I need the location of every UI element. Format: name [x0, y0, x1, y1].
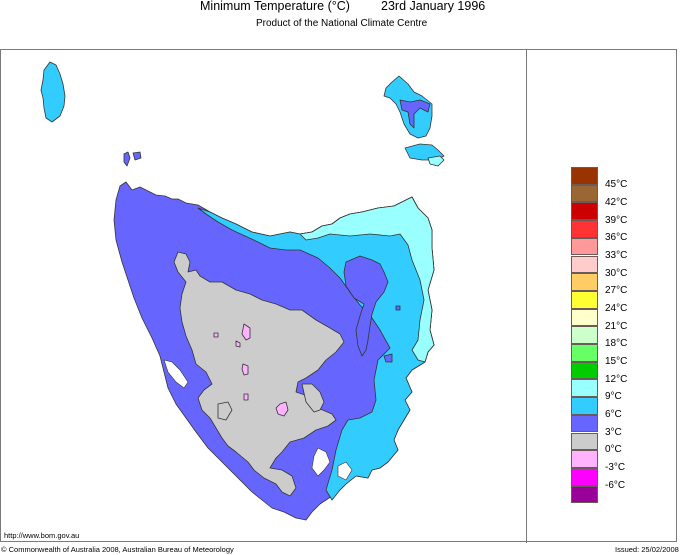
- legend-label: 9°C: [605, 391, 622, 402]
- legend-label: 24°C: [605, 303, 628, 314]
- legend-label: 39°C: [605, 214, 628, 226]
- legend-label: 45°C: [605, 179, 628, 190]
- legend-swatch: [571, 379, 598, 398]
- legend-label: 6°C: [605, 409, 622, 420]
- legend-label: 30°C: [605, 267, 628, 279]
- legend-swatch: [571, 467, 598, 486]
- legend-label: 36°C: [605, 232, 628, 243]
- legend-swatch: [571, 450, 598, 468]
- legend-swatch: [571, 485, 598, 504]
- legend-label: 27°C: [605, 285, 628, 296]
- legend-swatch: [571, 326, 598, 344]
- legend-label: 33°C: [605, 250, 628, 261]
- title-variable: Minimum Temperature (°C): [200, 0, 350, 13]
- legend-label: 42°C: [605, 197, 628, 208]
- legend-swatch: [571, 432, 598, 451]
- zone-9-12: [299, 196, 435, 363]
- legend-swatch: [571, 290, 598, 309]
- subtitle: Product of the National Climate Centre: [256, 18, 428, 29]
- legend-divider: [526, 49, 527, 543]
- flinders-cold-zone: [399, 99, 431, 129]
- legend-swatch: [571, 255, 598, 274]
- legend-label: 15°C: [605, 356, 628, 367]
- legend-swatch: [571, 273, 598, 291]
- legend-swatch: [571, 184, 598, 203]
- cape-barren-island: [404, 143, 445, 161]
- ne-cold-zone: [343, 255, 389, 357]
- legend-swatch: [571, 308, 598, 327]
- legend-swatch: [571, 237, 598, 256]
- legend-label: 3°C: [605, 426, 622, 438]
- legend-swatch: [571, 361, 598, 380]
- legend-label: -6°C: [605, 479, 626, 491]
- legend-label: 12°C: [605, 373, 628, 385]
- legend-label: 0°C: [605, 444, 622, 455]
- zone-below-0: [241, 323, 251, 341]
- legend-swatch: [571, 202, 598, 221]
- legend-label: 21°C: [605, 320, 628, 332]
- website-url[interactable]: http://www.bom.gov.au: [4, 531, 80, 540]
- legend-swatch: [571, 344, 598, 362]
- legend-swatch: [571, 397, 598, 415]
- legend-label: -3°C: [605, 462, 626, 473]
- legend-label: 18°C: [605, 338, 628, 349]
- issued-date: Issued: 25/02/2008: [615, 545, 679, 554]
- title-date: 23rd January 1996: [381, 0, 486, 13]
- legend-swatch: [571, 167, 598, 185]
- map-frame: [0, 49, 677, 542]
- king-island: [40, 61, 66, 123]
- legend-swatch: [571, 414, 598, 433]
- legend-swatch: [571, 220, 598, 238]
- copyright-notice: © Commonwealth of Australia 2008, Austra…: [1, 545, 234, 554]
- zone-0-3: [173, 251, 345, 497]
